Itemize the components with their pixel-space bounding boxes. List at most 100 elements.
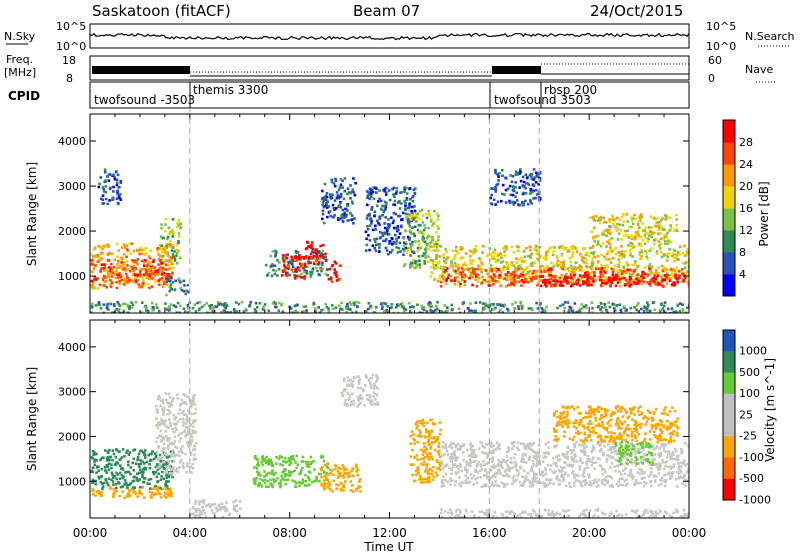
- velocity-cell: [425, 448, 428, 451]
- power-cell: [131, 261, 135, 264]
- power-cell: [659, 219, 663, 222]
- power-cell: [339, 194, 343, 198]
- power-cell: [122, 309, 126, 313]
- velocity-cell: [167, 475, 171, 479]
- power-cell: [316, 269, 319, 273]
- velocity-cell: [125, 483, 129, 487]
- velocity-cell: [114, 486, 118, 490]
- velocity-cell: [150, 458, 153, 462]
- power-cell: [370, 195, 373, 199]
- velocity-cell: [164, 429, 167, 433]
- velocity-cell: [323, 482, 327, 485]
- velocity-cell: [409, 455, 413, 458]
- power-cell: [658, 226, 661, 230]
- power-cell: [626, 269, 630, 273]
- power-cell: [111, 196, 115, 200]
- power-cell: [314, 311, 317, 313]
- power-cell: [517, 276, 520, 280]
- power-cell: [403, 241, 406, 244]
- power-cell: [111, 311, 114, 313]
- velocity-cell: [574, 479, 578, 482]
- power-cell: [589, 216, 592, 220]
- power-cell: [98, 259, 101, 262]
- velocity-cell: [376, 376, 379, 380]
- power-cell: [169, 243, 172, 246]
- power-cell: [295, 270, 298, 273]
- power-cell: [454, 249, 458, 252]
- velocity-cell: [105, 481, 109, 485]
- power-cell: [541, 265, 544, 268]
- velocity-cell: [427, 438, 431, 442]
- power-cell: [165, 308, 169, 311]
- power-cell: [474, 278, 478, 281]
- noise-left-tick-top: 10^5: [56, 20, 86, 33]
- power-cell: [386, 305, 389, 308]
- power-cell: [436, 218, 440, 221]
- velocity-cell: [192, 458, 196, 462]
- velocity-cell: [203, 512, 207, 515]
- power-cell: [102, 190, 106, 193]
- power-cell: [378, 197, 381, 201]
- velocity-cell: [180, 402, 183, 406]
- power-cell: [533, 248, 536, 251]
- power-cell: [525, 266, 529, 269]
- power-cell: [590, 267, 593, 270]
- power-cell: [487, 284, 491, 287]
- power-cell: [205, 311, 209, 313]
- velocity-cell: [112, 487, 116, 491]
- power-cell: [102, 311, 106, 313]
- power-cell: [174, 279, 178, 283]
- power-cell: [352, 222, 355, 225]
- power-cell: [578, 274, 582, 277]
- velocity-cell: [192, 425, 195, 428]
- velocity-cell: [549, 478, 553, 481]
- velocity-cell: [374, 398, 377, 401]
- velocity-cell: [317, 472, 321, 476]
- power-cell: [647, 303, 650, 307]
- velocity-cell: [357, 399, 360, 402]
- velocity-cell: [140, 449, 143, 452]
- power-cell: [630, 269, 634, 273]
- velocity-cell: [162, 407, 166, 410]
- velocity-cell: [137, 452, 141, 456]
- velocity-cell: [578, 465, 582, 468]
- velocity-cell: [339, 471, 343, 475]
- power-cell: [385, 238, 388, 241]
- power-cell: [573, 271, 576, 274]
- power-cell: [329, 214, 332, 218]
- velocity-cell: [222, 506, 225, 509]
- velocity-cell: [118, 471, 122, 475]
- power-cell: [282, 259, 286, 262]
- velocity-cell: [135, 478, 139, 482]
- velocity-cell: [419, 474, 422, 478]
- power-cell: [524, 173, 528, 176]
- power-cell: [598, 217, 602, 220]
- power-cell: [635, 233, 638, 236]
- velocity-cell: [660, 476, 664, 479]
- power-cell: [131, 303, 135, 307]
- power-cell: [504, 188, 508, 192]
- power-cell: [157, 309, 161, 313]
- power-cell: [178, 255, 182, 259]
- power-cell: [290, 268, 294, 272]
- velocity-cell: [439, 428, 442, 432]
- velocity-cell: [155, 450, 159, 454]
- power-cell: [324, 252, 327, 256]
- velocity-cell: [341, 464, 345, 467]
- velocity-cell: [110, 466, 113, 470]
- velocity-cell: [110, 463, 113, 466]
- velocity-cell: [253, 481, 256, 485]
- power-cell: [625, 262, 629, 266]
- power-cell: [322, 196, 325, 200]
- power-cell: [429, 266, 433, 269]
- velocity-cell: [475, 455, 478, 458]
- power-cell: [283, 269, 286, 272]
- cpid-bar: CPID twofsound -3503 themis 3300 twofsou…: [8, 81, 690, 109]
- power-cell: [501, 174, 504, 178]
- power-cell: [143, 253, 147, 256]
- power-cell: [509, 193, 513, 197]
- power-cell: [142, 273, 146, 276]
- power-cell: [556, 306, 559, 310]
- power-cell: [274, 249, 277, 253]
- power-cell: [185, 310, 189, 313]
